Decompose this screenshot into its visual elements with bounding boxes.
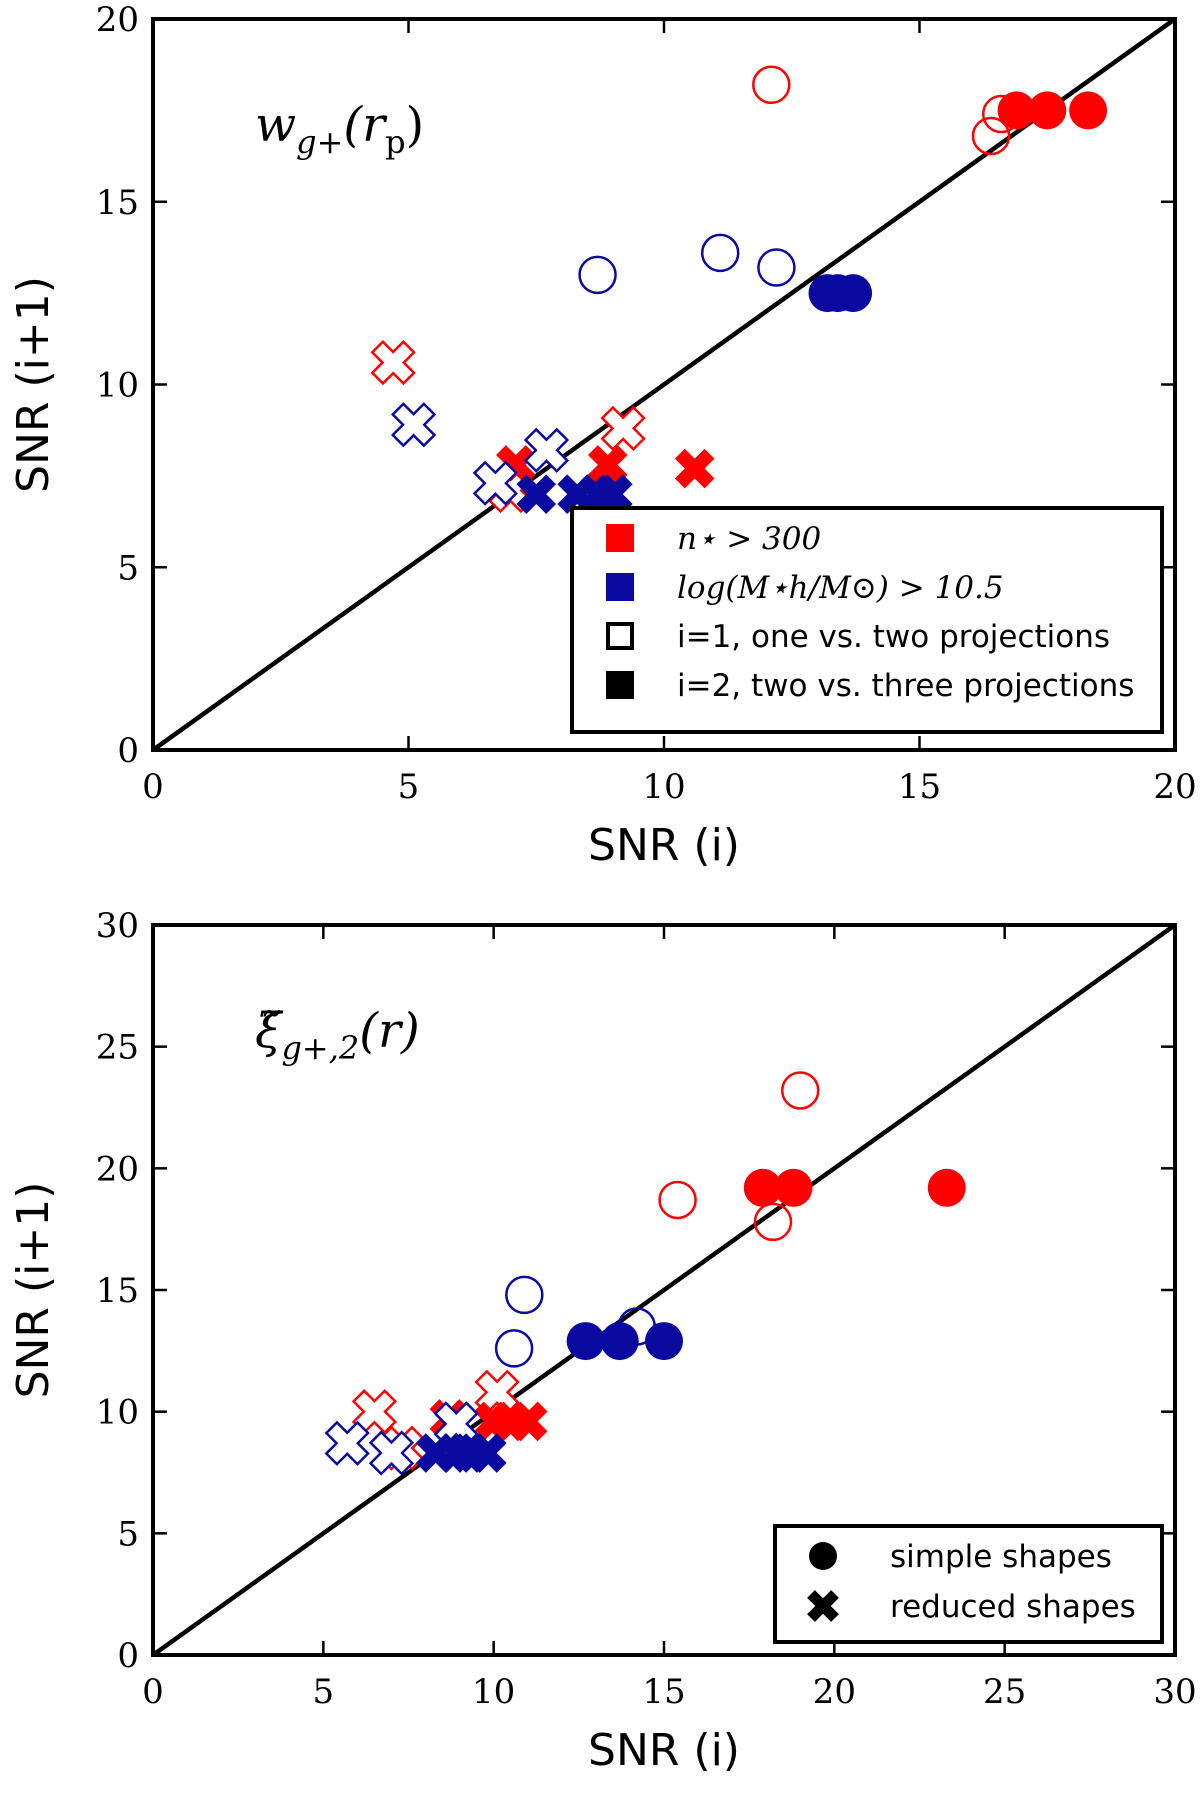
point-red-filled-circle-0 (743, 1168, 782, 1207)
point-red-filled-cross-3 (507, 1401, 548, 1442)
panel-title-sub: g+ (296, 123, 343, 161)
y-tick-label: 10 (96, 366, 139, 406)
x-tick-label: 20 (813, 1672, 856, 1712)
panel-title-main: ξ̃ (255, 1003, 284, 1059)
y-tick-label: 30 (96, 906, 139, 946)
point-blue-open-cross-1 (523, 427, 570, 473)
point-blue-open-cross-2 (472, 460, 518, 506)
y-tick-label: 20 (96, 0, 139, 40)
x-tick-label: 10 (472, 1672, 515, 1712)
bottom-panel-xi-g-plus: 0 5 10 15 20 25 30 0 5 10 15 20 25 30 SNR (i) SNR (i+1)… (8, 906, 1197, 1776)
point-blue-open-circle-0 (578, 255, 617, 295)
panel-title-sub: g+,2 (281, 1029, 359, 1067)
one-to-one-line (151, 17, 1177, 752)
y-tick-label: 20 (96, 1149, 139, 1189)
legend-swatch-1 (606, 573, 634, 601)
legend-swatch-1 (807, 1590, 839, 1622)
point-blue-filled-circle-2 (834, 274, 873, 313)
x-tick-label: 10 (642, 767, 685, 807)
x-tick-label: 5 (313, 1672, 335, 1712)
y-tick-label: 5 (117, 1514, 139, 1554)
legend-label-1: reduced shapes (890, 1589, 1136, 1625)
legend-label-0: n⋆ > 300 (677, 521, 821, 557)
panel-title-arg: (r (343, 97, 388, 153)
point-blue-open-cross-0 (390, 402, 437, 448)
y-tick-label: 10 (96, 1393, 139, 1433)
point-red-open-circle-0 (781, 1071, 820, 1110)
x-tick-label: 0 (142, 1672, 164, 1712)
y-tick-label: 0 (117, 731, 139, 771)
legend-label-0: simple shapes (890, 1539, 1112, 1575)
legend-swatch-3 (606, 671, 634, 699)
point-blue-filled-cross-0 (516, 474, 557, 514)
point-red-open-cross-1 (600, 405, 646, 451)
y-tick-label: 25 (96, 1028, 139, 1068)
point-blue-open-cross-1 (368, 1430, 415, 1476)
point-red-filled-circle-0 (997, 91, 1036, 130)
one-to-one-line (151, 923, 1177, 1657)
y-tick-label: 5 (117, 548, 139, 588)
point-red-open-circle-2 (753, 1202, 793, 1242)
point-red-open-circle-0 (752, 65, 791, 105)
legend: n⋆ > 300 log(M⋆h/M⊙) > 10.5 i=1, one vs. t… (570, 506, 1164, 734)
x-tick-label: 15 (642, 1672, 685, 1712)
point-blue-open-circle-1 (700, 233, 740, 273)
panel-title: wg+(rp) (255, 97, 424, 161)
panel-title-close: ) (406, 97, 425, 153)
x-axis-label: SNR (i) (588, 820, 740, 871)
point-red-filled-circle-1 (774, 1168, 813, 1207)
x-axis-label: SNR (i) (588, 1725, 740, 1776)
point-blue-open-circle-0 (505, 1275, 544, 1315)
x-tick-label: 0 (142, 767, 164, 807)
point-blue-filled-cross-3 (593, 474, 633, 514)
legend-label-2: i=1, one vs. two projections (677, 619, 1110, 655)
legend-swatch-0 (809, 1542, 837, 1570)
point-blue-filled-cross-3 (467, 1433, 507, 1473)
x-tick-label: 5 (398, 767, 420, 807)
legend: simple shapes reduced shapes (773, 1524, 1164, 1644)
panel-title: ξ̃g+,2(r) (255, 1003, 420, 1067)
top-panel-wg-plus: 0 5 10 15 20 0 5 10 15 20 SNR (i) SNR (i+1) wg+(rp) n… (8, 0, 1197, 871)
panel-title-arg-sub: p (385, 123, 405, 161)
point-blue-open-cross-0 (324, 1420, 370, 1466)
point-blue-filled-circle-0 (566, 1322, 605, 1361)
point-red-filled-circle-2 (927, 1168, 966, 1207)
x-tick-label: 25 (983, 1672, 1026, 1712)
y-tick-label: 15 (96, 1271, 139, 1311)
y-axis-label: SNR (i+1) (8, 1182, 59, 1399)
legend-swatch-2 (606, 622, 634, 650)
point-blue-open-circle-2 (757, 248, 796, 287)
legend-label-3: i=2, two vs. three projections (677, 668, 1134, 704)
x-tick-label: 20 (1153, 767, 1196, 807)
point-blue-filled-circle-2 (645, 1322, 683, 1361)
point-red-filled-circle-1 (1028, 91, 1067, 130)
point-red-filled-cross-1 (587, 445, 628, 485)
legend-box (773, 1524, 1164, 1644)
legend-label-1: log(M⋆h/M⊙) > 10.5 (677, 570, 1004, 606)
panel-title-main: w (255, 97, 296, 153)
y-tick-label: 15 (96, 183, 139, 223)
point-blue-filled-circle-1 (600, 1322, 639, 1361)
x-tick-label: 15 (898, 767, 941, 807)
point-blue-open-circle-1 (494, 1329, 534, 1368)
x-tick-label: 30 (1153, 1672, 1196, 1712)
panel-title-arg: (r) (359, 1003, 419, 1059)
y-axis-label: SNR (i+1) (8, 276, 59, 493)
point-red-open-circle-2 (971, 116, 1011, 156)
point-red-open-circle-1 (658, 1180, 697, 1220)
point-red-filled-cross-2 (674, 448, 715, 489)
point-red-open-cross-0 (370, 339, 416, 386)
legend-swatch-0 (606, 524, 634, 552)
point-red-filled-circle-2 (1069, 91, 1108, 130)
legend-box (570, 506, 1164, 734)
y-tick-label: 0 (117, 1636, 139, 1676)
